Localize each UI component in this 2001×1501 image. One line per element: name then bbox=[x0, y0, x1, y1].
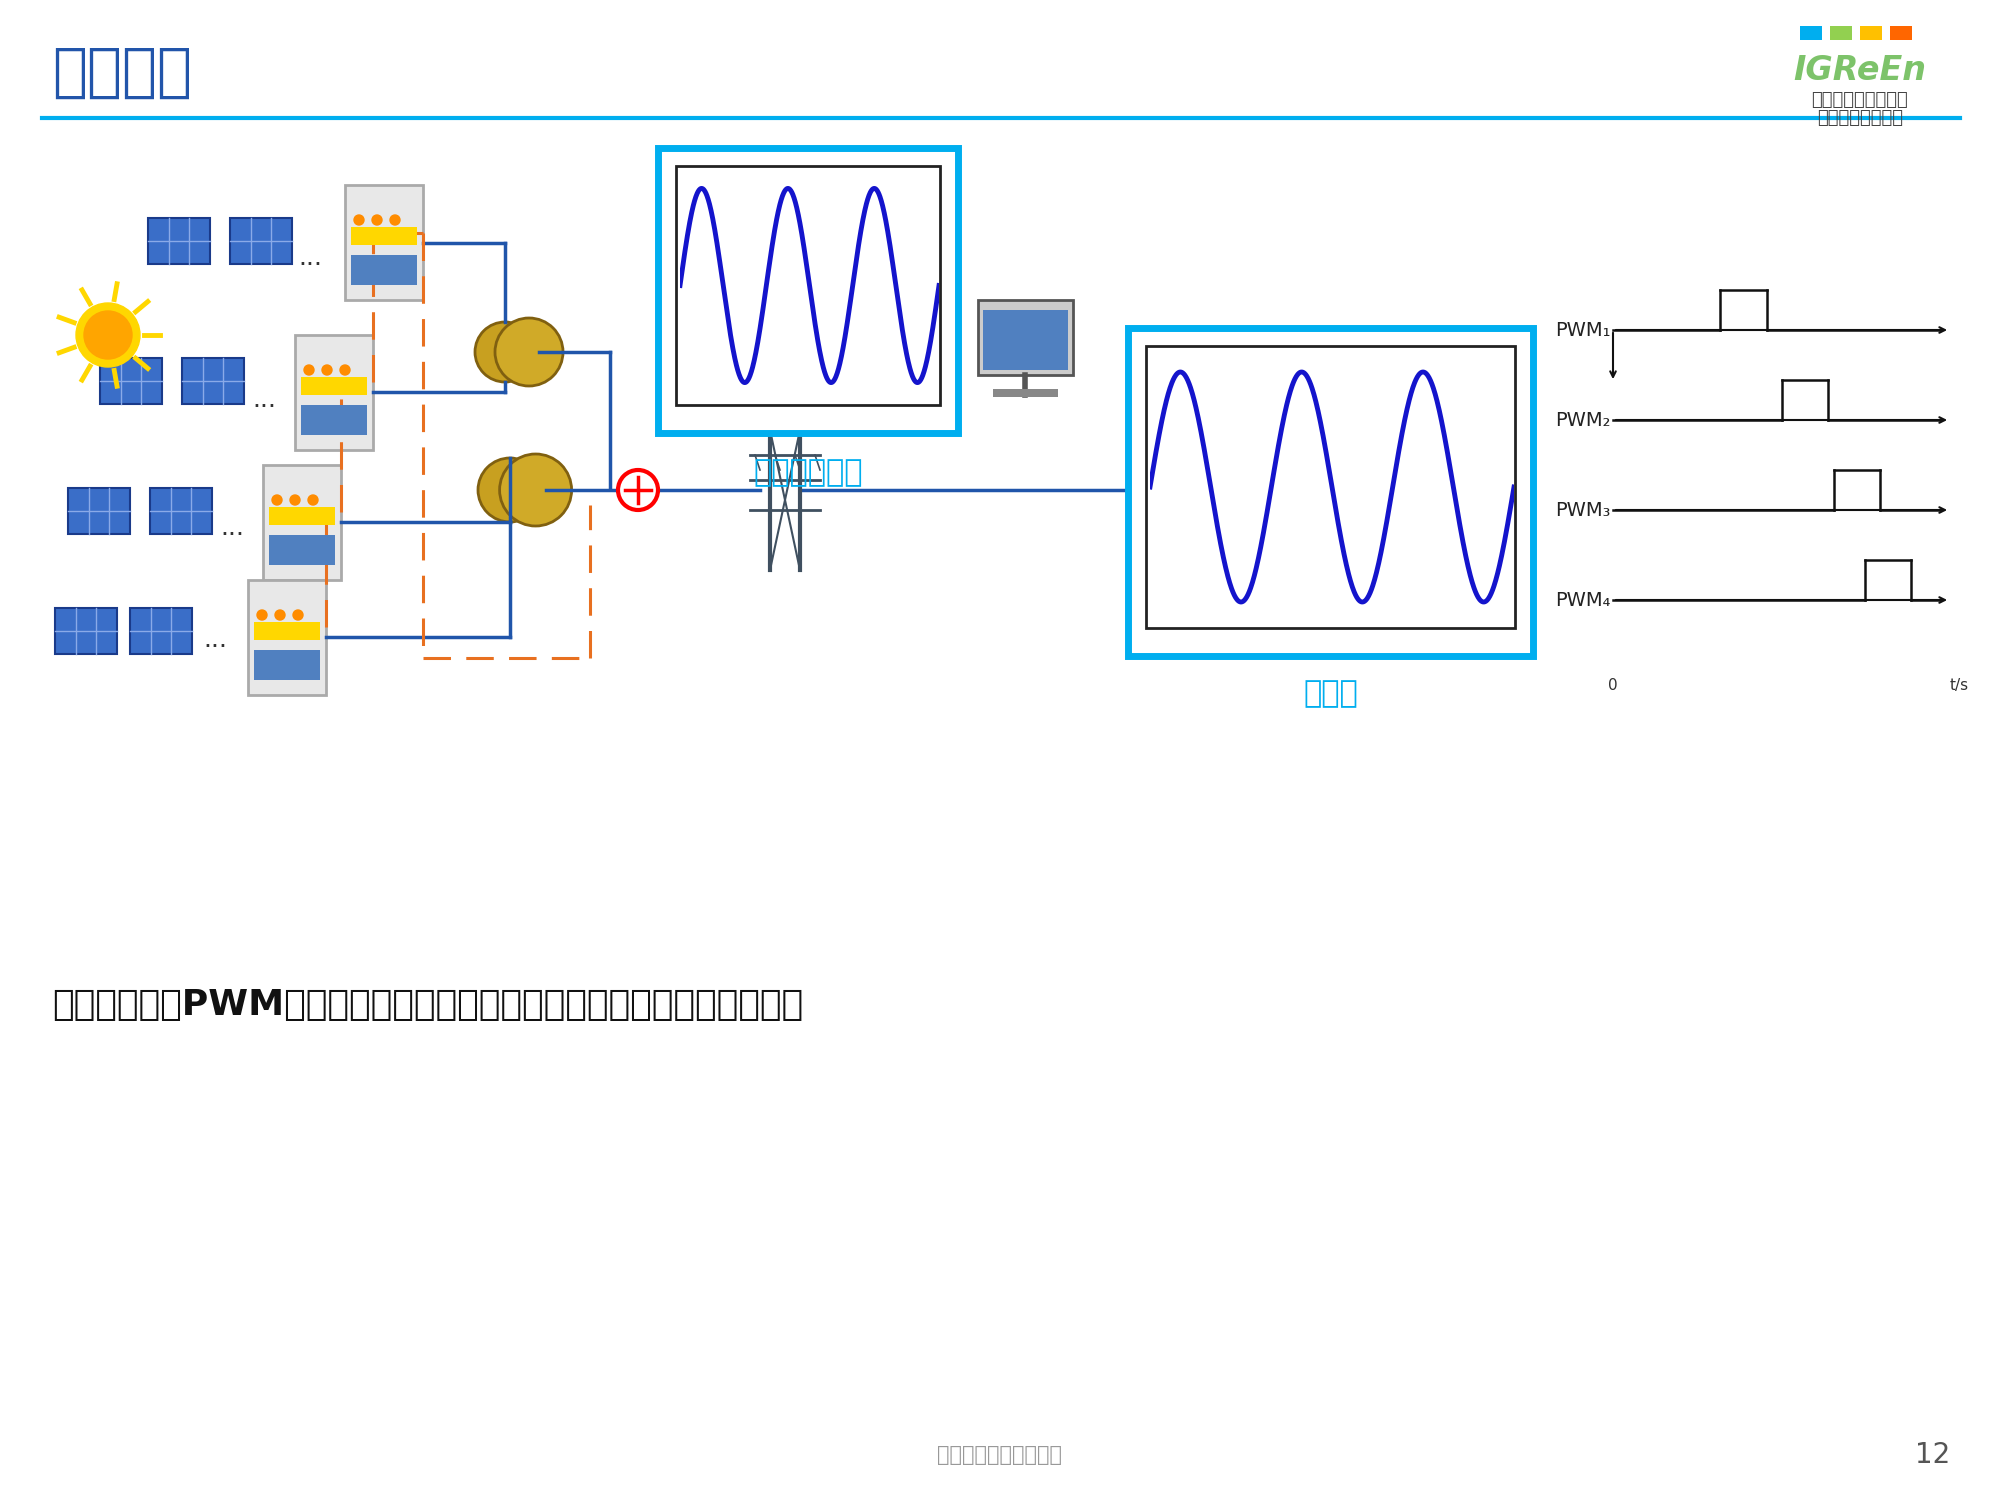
Bar bbox=[150, 488, 212, 534]
Text: PWM₁: PWM₁ bbox=[1555, 321, 1611, 339]
Circle shape bbox=[76, 303, 140, 368]
Circle shape bbox=[354, 215, 364, 225]
Bar bbox=[1831, 26, 1853, 41]
Circle shape bbox=[390, 215, 400, 225]
Bar bbox=[350, 227, 416, 245]
Bar bbox=[254, 621, 320, 639]
Text: t/s: t/s bbox=[1951, 678, 1969, 693]
Circle shape bbox=[272, 495, 282, 504]
Text: ...: ... bbox=[252, 387, 276, 411]
Text: 与智能电网研究所: 与智能电网研究所 bbox=[1817, 110, 1903, 128]
Bar bbox=[1147, 347, 1515, 627]
Text: PWM₄: PWM₄ bbox=[1555, 590, 1611, 609]
Bar bbox=[182, 359, 244, 404]
Text: ...: ... bbox=[202, 627, 226, 651]
Text: 《电工技术学报》发布: 《电工技术学报》发布 bbox=[938, 1445, 1063, 1465]
Circle shape bbox=[372, 215, 382, 225]
Bar bbox=[300, 377, 366, 395]
Text: IGReEn: IGReEn bbox=[1793, 54, 1927, 87]
Bar bbox=[68, 488, 130, 534]
Bar bbox=[1801, 26, 1823, 41]
Text: PWM₂: PWM₂ bbox=[1555, 410, 1611, 429]
Bar bbox=[100, 359, 162, 404]
Text: ...: ... bbox=[298, 246, 322, 270]
Circle shape bbox=[292, 609, 302, 620]
Bar bbox=[254, 650, 320, 680]
Bar bbox=[658, 149, 958, 432]
Circle shape bbox=[618, 470, 658, 510]
Circle shape bbox=[256, 609, 266, 620]
Bar bbox=[992, 389, 1059, 396]
Circle shape bbox=[290, 495, 300, 504]
Circle shape bbox=[478, 458, 542, 522]
Bar bbox=[262, 465, 340, 579]
Circle shape bbox=[340, 365, 350, 375]
Circle shape bbox=[274, 609, 284, 620]
Bar bbox=[148, 218, 210, 264]
Bar bbox=[978, 300, 1073, 375]
Bar bbox=[1861, 26, 1883, 41]
Circle shape bbox=[322, 365, 332, 375]
Text: PWM₃: PWM₃ bbox=[1555, 500, 1611, 519]
Text: 12: 12 bbox=[1915, 1441, 1951, 1469]
Text: 基本原理: 基本原理 bbox=[52, 44, 192, 101]
Circle shape bbox=[304, 365, 314, 375]
Circle shape bbox=[308, 495, 318, 504]
Bar bbox=[350, 255, 416, 285]
Text: 山东大学可再生能源: 山东大学可再生能源 bbox=[1811, 92, 1909, 110]
Bar bbox=[344, 185, 422, 300]
Circle shape bbox=[500, 453, 572, 525]
Bar bbox=[300, 405, 366, 435]
Text: ...: ... bbox=[220, 516, 244, 540]
Bar bbox=[54, 608, 116, 654]
Bar bbox=[294, 335, 372, 450]
Circle shape bbox=[84, 311, 132, 359]
Bar bbox=[130, 608, 192, 654]
Bar bbox=[230, 218, 292, 264]
Bar bbox=[676, 167, 940, 405]
Text: 各变换器电流: 各变换器电流 bbox=[752, 458, 862, 488]
Bar bbox=[268, 507, 334, 525]
Circle shape bbox=[474, 323, 534, 381]
Bar bbox=[1129, 329, 1533, 656]
Bar bbox=[1891, 26, 1913, 41]
Text: 各变换器之间PWM序列的相位是不固定的，因此总电流的纹波是变化的。: 各变换器之间PWM序列的相位是不固定的，因此总电流的纹波是变化的。 bbox=[52, 988, 802, 1022]
Text: 0: 0 bbox=[1609, 678, 1619, 693]
Bar bbox=[248, 579, 326, 695]
Circle shape bbox=[494, 318, 562, 386]
Bar bbox=[982, 311, 1069, 371]
Text: 总电流: 总电流 bbox=[1303, 680, 1359, 708]
Bar bbox=[268, 534, 334, 564]
